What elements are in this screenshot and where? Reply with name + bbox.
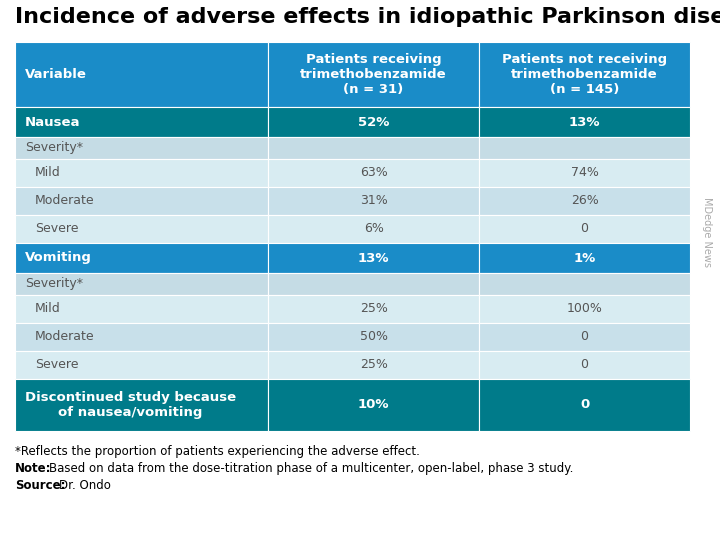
Bar bbox=[15, 379, 268, 431]
Bar bbox=[479, 215, 690, 243]
Text: 6%: 6% bbox=[364, 222, 384, 236]
Bar bbox=[479, 379, 690, 431]
Bar bbox=[15, 107, 268, 137]
Bar bbox=[15, 42, 268, 107]
Text: Dr. Ondo: Dr. Ondo bbox=[59, 479, 111, 492]
Bar bbox=[479, 42, 690, 107]
Text: Mild: Mild bbox=[35, 167, 60, 179]
Text: Incidence of adverse effects in idiopathic Parkinson disease: Incidence of adverse effects in idiopath… bbox=[15, 7, 720, 27]
Bar bbox=[268, 273, 479, 295]
Bar bbox=[479, 243, 690, 273]
Bar bbox=[268, 215, 479, 243]
Text: Source:: Source: bbox=[15, 479, 66, 492]
Text: 74%: 74% bbox=[570, 167, 598, 179]
Bar bbox=[479, 351, 690, 379]
Text: 100%: 100% bbox=[567, 302, 603, 316]
Bar bbox=[268, 351, 479, 379]
Bar bbox=[15, 159, 268, 187]
Text: 52%: 52% bbox=[358, 115, 390, 129]
Text: Note:: Note: bbox=[15, 462, 52, 475]
Text: Based on data from the dose-titration phase of a multicenter, open-label, phase : Based on data from the dose-titration ph… bbox=[49, 462, 573, 475]
Text: Discontinued study because
of nausea/vomiting: Discontinued study because of nausea/vom… bbox=[25, 391, 236, 419]
Bar bbox=[15, 243, 268, 273]
Bar bbox=[479, 137, 690, 159]
Bar bbox=[268, 137, 479, 159]
Text: Nausea: Nausea bbox=[25, 115, 81, 129]
Text: Severity*: Severity* bbox=[25, 278, 83, 290]
Bar bbox=[15, 295, 268, 323]
Text: 13%: 13% bbox=[569, 115, 600, 129]
Text: Moderate: Moderate bbox=[35, 331, 94, 343]
Text: 0: 0 bbox=[580, 222, 588, 236]
Text: Severity*: Severity* bbox=[25, 141, 83, 155]
Text: 25%: 25% bbox=[360, 302, 387, 316]
Bar bbox=[268, 107, 479, 137]
Bar bbox=[479, 295, 690, 323]
Bar bbox=[479, 107, 690, 137]
Bar bbox=[15, 187, 268, 215]
Bar bbox=[479, 323, 690, 351]
Bar bbox=[268, 42, 479, 107]
Bar bbox=[15, 215, 268, 243]
Text: 13%: 13% bbox=[358, 252, 390, 264]
Text: Severe: Severe bbox=[35, 222, 78, 236]
Bar bbox=[15, 273, 268, 295]
Text: 26%: 26% bbox=[571, 194, 598, 208]
Bar bbox=[268, 187, 479, 215]
Bar bbox=[268, 159, 479, 187]
Bar bbox=[268, 295, 479, 323]
Bar bbox=[479, 273, 690, 295]
Text: 31%: 31% bbox=[360, 194, 387, 208]
Text: 25%: 25% bbox=[360, 358, 387, 371]
Text: 63%: 63% bbox=[360, 167, 387, 179]
Text: 10%: 10% bbox=[358, 399, 390, 411]
Text: Variable: Variable bbox=[25, 68, 87, 81]
Text: 50%: 50% bbox=[359, 331, 387, 343]
Bar bbox=[15, 351, 268, 379]
Bar bbox=[15, 323, 268, 351]
Text: *Reflects the proportion of patients experiencing the adverse effect.: *Reflects the proportion of patients exp… bbox=[15, 445, 420, 458]
Text: 1%: 1% bbox=[573, 252, 595, 264]
Bar bbox=[15, 137, 268, 159]
Bar bbox=[268, 323, 479, 351]
Text: Patients receiving
trimethobenzamide
(n = 31): Patients receiving trimethobenzamide (n … bbox=[300, 53, 447, 96]
Text: MDedge News: MDedge News bbox=[702, 197, 712, 267]
Text: 0: 0 bbox=[580, 399, 589, 411]
Bar bbox=[479, 159, 690, 187]
Text: 0: 0 bbox=[580, 331, 588, 343]
Text: Vomiting: Vomiting bbox=[25, 252, 92, 264]
Text: Mild: Mild bbox=[35, 302, 60, 316]
Text: 0: 0 bbox=[580, 358, 588, 371]
Bar bbox=[268, 243, 479, 273]
Bar bbox=[268, 379, 479, 431]
Text: Severe: Severe bbox=[35, 358, 78, 371]
Text: Patients not receiving
trimethobenzamide
(n = 145): Patients not receiving trimethobenzamide… bbox=[502, 53, 667, 96]
Bar bbox=[479, 187, 690, 215]
Text: Moderate: Moderate bbox=[35, 194, 94, 208]
